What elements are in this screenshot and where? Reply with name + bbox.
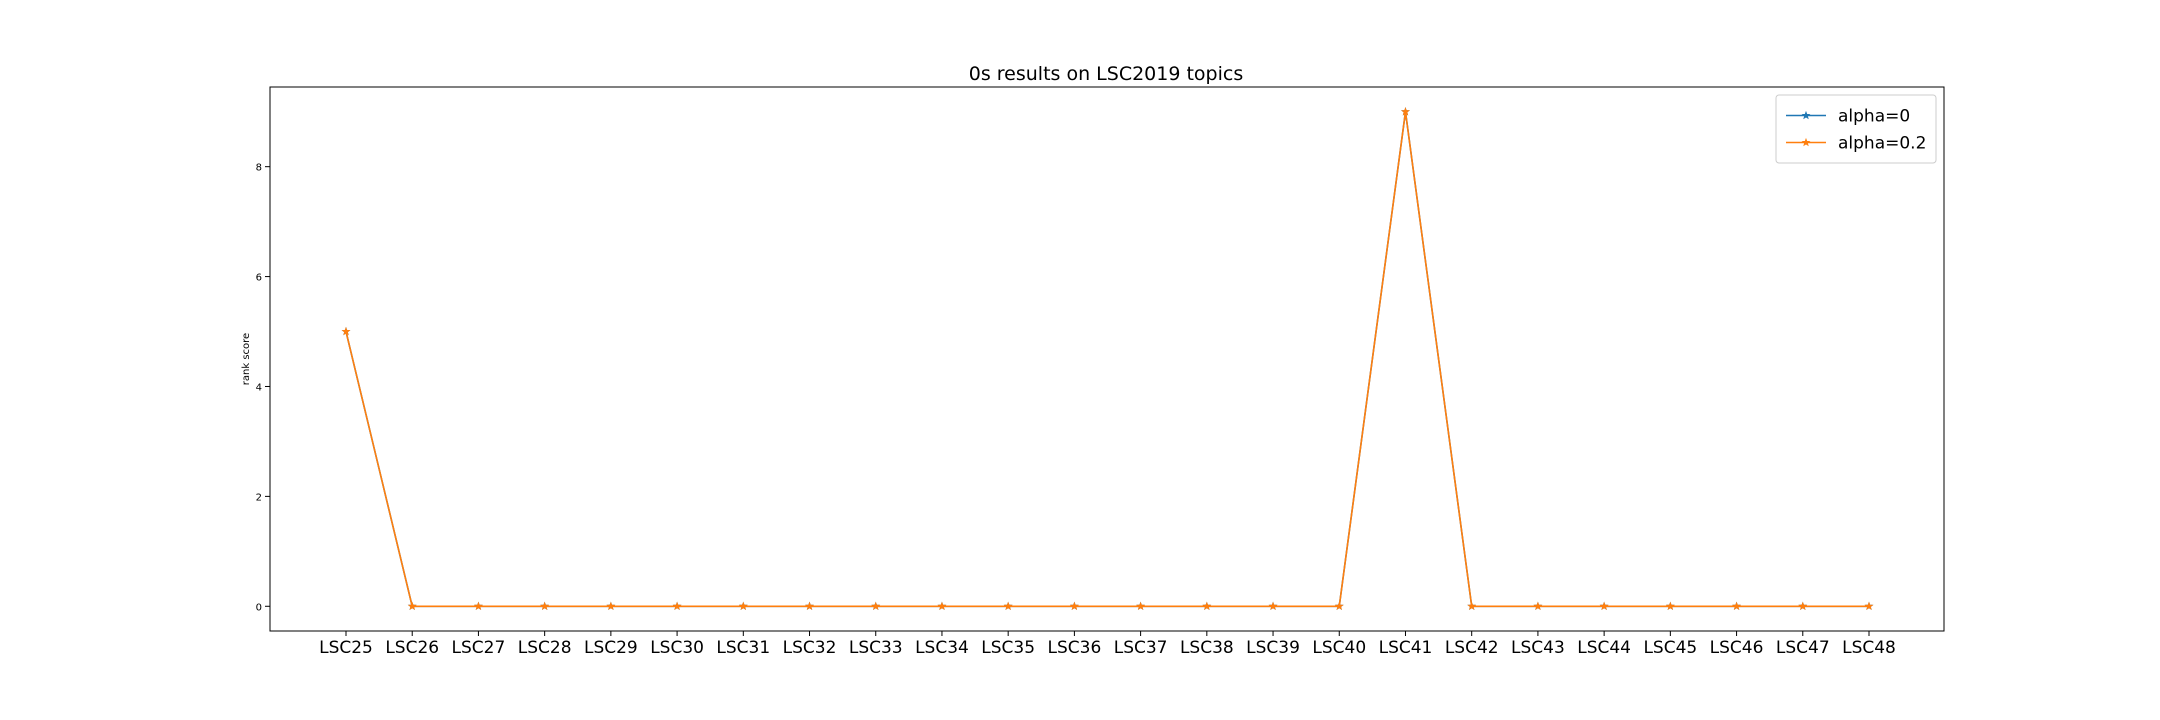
x-tick-label: LSC31 xyxy=(716,638,770,658)
series-2 xyxy=(341,107,1874,611)
data-point xyxy=(1732,601,1741,611)
data-point xyxy=(1136,601,1146,611)
x-tick-label: LSC38 xyxy=(1180,638,1234,658)
x-tick-label: LSC40 xyxy=(1312,638,1366,658)
x-tick-label: LSC33 xyxy=(849,638,903,658)
legend-box xyxy=(1775,94,1937,164)
y-axis-label: rank score xyxy=(241,333,252,385)
data-point xyxy=(805,601,814,611)
x-tick-label: LSC37 xyxy=(1114,638,1168,658)
x-tick-label: LSC25 xyxy=(319,638,373,658)
data-point xyxy=(1864,601,1874,611)
x-tick-label: LSC48 xyxy=(1842,638,1896,658)
data-point xyxy=(606,601,616,611)
x-tick-label: LSC30 xyxy=(650,638,704,658)
legend-label: alpha=0.2 xyxy=(1838,134,1926,154)
y-axis: 0 2 4 6 8 xyxy=(256,163,270,613)
x-tick-label: LSC34 xyxy=(915,638,969,658)
series-line xyxy=(345,110,1869,608)
data-point xyxy=(1665,601,1675,611)
data-point xyxy=(341,326,351,336)
data-point xyxy=(540,601,550,611)
data-point xyxy=(1798,601,1808,611)
series-line xyxy=(345,110,1869,608)
chart-title: 0s results on LSC2019 topics xyxy=(969,63,1244,85)
data-point xyxy=(1069,601,1079,611)
x-tick-label: LSC36 xyxy=(1048,638,1102,658)
data-point xyxy=(1533,601,1543,611)
data-point xyxy=(407,601,417,611)
x-tick-label: LSC47 xyxy=(1776,638,1830,658)
legend-label: alpha=0 xyxy=(1838,107,1910,127)
y-tick-label: 6 xyxy=(256,273,262,284)
data-point xyxy=(1202,601,1212,611)
data-point xyxy=(474,601,483,611)
y-tick-label: 2 xyxy=(256,492,262,503)
legend-marker xyxy=(1801,137,1811,147)
x-tick-label: LSC41 xyxy=(1379,638,1433,658)
x-tick-label: LSC39 xyxy=(1246,638,1300,658)
y-tick-label: 4 xyxy=(256,382,262,393)
data-point xyxy=(1003,601,1013,611)
x-tick-label: LSC29 xyxy=(584,638,638,658)
plot-area xyxy=(269,86,1945,632)
y-tick-label: 8 xyxy=(256,163,262,174)
series-layer xyxy=(341,107,1874,611)
data-point xyxy=(1334,601,1344,611)
x-tick-label: LSC35 xyxy=(981,638,1035,658)
series-1 xyxy=(341,107,1874,611)
legend-marker xyxy=(1801,110,1811,120)
x-tick-label: LSC26 xyxy=(385,638,439,658)
x-tick-label: LSC32 xyxy=(783,638,837,658)
x-tick-label: LSC43 xyxy=(1511,638,1565,658)
y-tick-label: 0 xyxy=(256,602,262,613)
data-point xyxy=(672,601,682,611)
data-point xyxy=(937,601,947,611)
x-tick-label: LSC28 xyxy=(518,638,572,658)
data-point xyxy=(738,601,748,611)
x-tick-label: LSC27 xyxy=(452,638,506,658)
data-point xyxy=(871,601,881,611)
x-tick-label: LSC44 xyxy=(1577,638,1631,658)
data-point xyxy=(1401,107,1410,116)
data-point xyxy=(1467,601,1477,611)
data-point xyxy=(1599,601,1609,611)
legend: alpha=0 alpha=0.2 xyxy=(1775,94,1937,164)
x-tick-label: LSC45 xyxy=(1643,638,1697,658)
x-tick-label: LSC42 xyxy=(1445,638,1499,658)
data-point xyxy=(1268,601,1278,611)
x-axis: LSC25 LSC26 LSC27 LSC28 LSC29 LSC30 LSC31 LSC32… xyxy=(319,631,1896,658)
x-tick-label: LSC46 xyxy=(1710,638,1764,658)
